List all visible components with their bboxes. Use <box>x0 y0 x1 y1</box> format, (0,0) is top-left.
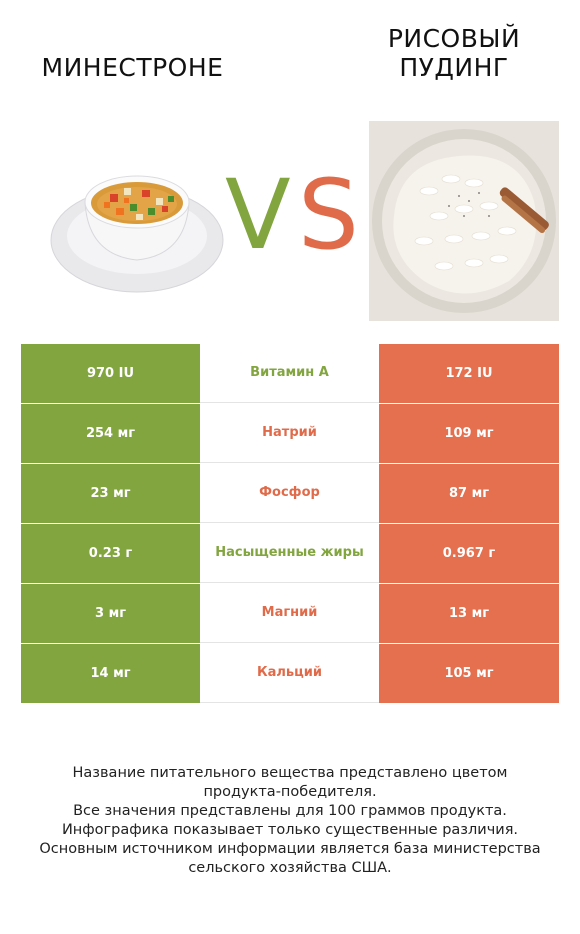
left-value: 3 мг <box>21 584 200 643</box>
right-title-line1: РИСОВЫЙ <box>387 24 521 53</box>
right-value: 0.967 г <box>379 524 559 583</box>
minestrone-image <box>50 175 224 293</box>
right-value: 87 мг <box>379 464 559 523</box>
left-value: 14 мг <box>21 644 200 703</box>
nutrient-name: Магний <box>200 584 379 643</box>
right-title-line2: ПУДИНГ <box>399 53 509 82</box>
left-value: 970 IU <box>21 344 200 403</box>
footnote-line: Все значения представлены для 100 граммо… <box>73 803 507 819</box>
table-row: 3 мг Магний 13 мг <box>21 584 559 643</box>
table-row: 23 мг Фосфор 87 мг <box>21 464 559 523</box>
right-value: 172 IU <box>379 344 559 403</box>
nutrient-name: Натрий <box>200 404 379 463</box>
left-value: 23 мг <box>21 464 200 523</box>
table-row: 14 мг Кальций 105 мг <box>21 644 559 703</box>
right-value: 105 мг <box>379 644 559 703</box>
left-value: 0.23 г <box>21 524 200 583</box>
footnote-line: сельского хозяйства США. <box>188 860 392 876</box>
nutrient-name: Фосфор <box>200 464 379 523</box>
table-row: 970 IU Витамин А 172 IU <box>21 344 559 403</box>
nutrient-name: Насыщенные жиры <box>200 524 379 583</box>
table-row: 0.23 г Насыщенные жиры 0.967 г <box>21 524 559 583</box>
comparison-table: 970 IU Витамин А 172 IU 254 мг Натрий 109 мг 2… <box>21 344 559 704</box>
nutrient-name: Кальций <box>200 644 379 703</box>
rice-pudding-image <box>369 121 559 321</box>
vs-letter-v: V <box>225 159 291 271</box>
footnote-line: продукта-победителя. <box>203 784 377 800</box>
left-product-title: МИНЕСТРОНЕ <box>41 53 224 82</box>
footnote-line: Основным источником информации является … <box>39 841 541 857</box>
left-value: 254 мг <box>21 404 200 463</box>
right-value: 13 мг <box>379 584 559 643</box>
vs-letter-s: S <box>298 159 359 271</box>
table-row: 254 мг Натрий 109 мг <box>21 404 559 463</box>
right-product-title: РИСОВЫЙ ПУДИНГ <box>340 24 568 82</box>
footnote-line: Инфографика показывает только существенн… <box>61 822 519 838</box>
right-value: 109 мг <box>379 404 559 463</box>
nutrient-name: Витамин А <box>200 344 379 403</box>
footnote: Название питательного вещества представл… <box>20 764 560 878</box>
footnote-line: Название питательного вещества представл… <box>72 765 508 781</box>
